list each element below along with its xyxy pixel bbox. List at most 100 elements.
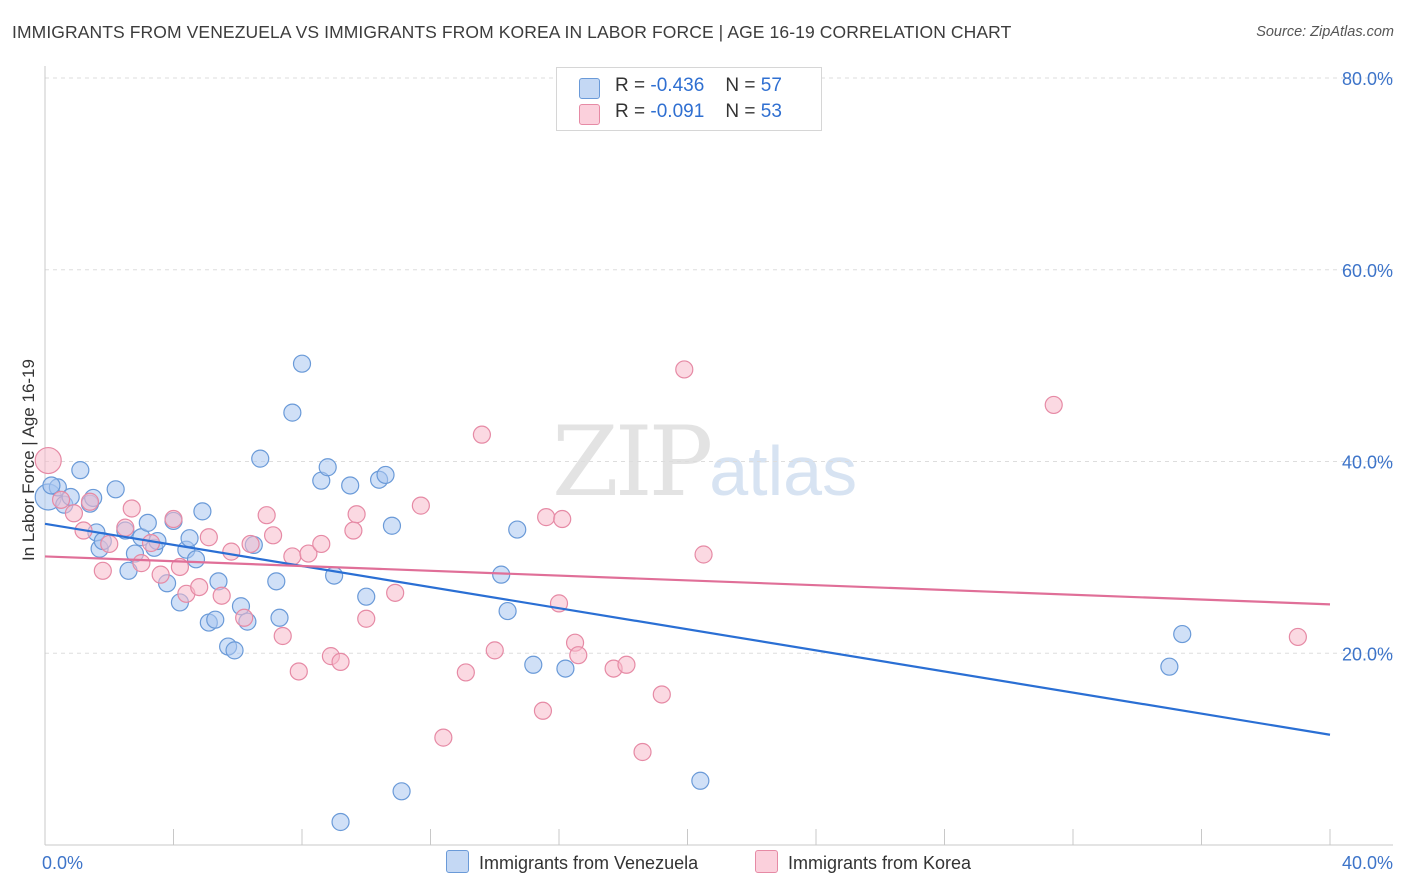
source-label: Source: ZipAtlas.com [1256,24,1394,40]
data-point-korea [299,544,318,563]
data-point-korea [456,663,475,682]
y-tick-label: 60.0% [1342,261,1393,281]
data-point-venezuela [292,354,312,373]
y-tick-label: 40.0% [1342,453,1393,473]
data-point-korea [122,499,141,518]
bottom-legend-korea: Immigrants from Korea [755,850,971,874]
data-point-korea [485,641,504,660]
data-point-korea [312,534,331,554]
data-point-korea [257,506,276,525]
data-point-korea [344,521,363,540]
data-point-venezuela [42,476,61,495]
data-point-venezuela [270,608,289,627]
legend-n-value: 57 [760,75,782,96]
data-point-venezuela [206,610,225,629]
data-point-korea [434,728,453,747]
bottom-legend-venezuela: Immigrants from Venezuela [446,850,698,874]
legend-r-value: -0.091 [650,101,705,122]
y-tick-label: 20.0% [1342,644,1393,664]
data-point-venezuela [186,550,206,569]
data-point-venezuela [283,403,302,422]
data-point-korea [675,360,694,379]
y-tick-label: 80.0% [1342,69,1393,89]
data-point-korea [151,565,170,584]
data-point-venezuela [691,771,710,790]
data-point-korea [164,509,183,529]
data-point-venezuela [138,513,157,532]
data-point-korea [263,526,283,545]
data-point-korea [273,626,292,646]
trend-line-korea [44,555,1331,606]
data-point-venezuela [508,520,527,539]
data-point-venezuela [376,465,395,485]
data-point-korea [116,518,135,537]
data-point-korea [357,609,376,628]
legend-n-value: 53 [760,101,782,122]
legend-n-label: N = [725,75,756,96]
data-point-korea [222,542,241,561]
data-point-korea [1288,627,1307,647]
chart-title: IMMIGRANTS FROM VENEZUELA VS IMMIGRANTS … [12,22,1012,42]
data-point-korea [1044,395,1063,415]
data-point-korea [553,509,572,529]
data-point-venezuela [251,449,270,468]
legend-r-value: -0.436 [650,75,705,96]
data-point-korea [212,586,231,605]
data-point-venezuela [382,516,402,535]
data-point-korea [633,742,652,762]
data-point-venezuela [71,461,90,480]
legend-swatch-korea [579,104,600,125]
bottom-legend-swatch-korea [755,850,778,873]
data-point-venezuela [341,476,360,495]
watermark-atlas: atlas [709,432,858,510]
data-point-korea [199,528,218,547]
data-point-korea [694,545,713,564]
data-point-venezuela [225,641,244,660]
stats-legend: R = -0.436 N = 57 R = -0.091 N = 53 [556,67,822,131]
data-point-venezuela [498,601,517,621]
data-point-venezuela [1173,624,1192,644]
watermark: ZIPatlas [552,406,857,518]
data-point-korea [386,583,405,602]
legend-swatch-venezuela [579,78,600,99]
data-point-venezuela [357,587,376,606]
legend-r-label: R = [615,75,646,96]
data-point-venezuela [180,529,199,548]
data-point-korea [241,534,260,554]
bottom-legend-label: Immigrants from Korea [788,853,972,873]
data-point-korea [347,505,366,524]
data-point-korea [472,425,491,444]
legend-r-label: R = [615,101,646,122]
data-point-korea [331,652,350,671]
data-point-venezuela [331,812,350,832]
data-point-korea [170,557,190,577]
y-axis-label: In Labor Force | Age 16-19 [19,359,38,561]
data-point-korea [411,496,430,515]
data-point-korea [93,561,112,580]
data-point-korea [80,492,100,511]
data-point-korea [235,608,254,627]
data-point-korea [100,534,119,554]
data-point-venezuela [318,458,337,477]
data-point-venezuela [392,782,411,801]
data-point-venezuela [1160,657,1179,676]
data-point-venezuela [524,655,543,674]
legend-n-label: N = [725,101,756,122]
trend-line-venezuela [44,522,1331,736]
data-point-korea [533,701,553,720]
data-point-korea [537,508,556,527]
bottom-legend-swatch-venezuela [446,850,469,873]
bottom-legend-label: Immigrants from Venezuela [479,853,699,873]
data-point-korea [190,577,209,597]
data-point-korea [569,646,588,665]
data-point-korea [34,446,62,475]
data-point-venezuela [556,659,575,678]
data-point-korea [289,662,308,681]
data-point-korea [652,685,671,704]
data-point-korea [617,655,636,674]
data-point-korea [64,504,84,523]
data-point-korea [51,490,71,509]
data-point-venezuela [267,572,286,591]
x-tick-label: 0.0% [42,853,83,873]
